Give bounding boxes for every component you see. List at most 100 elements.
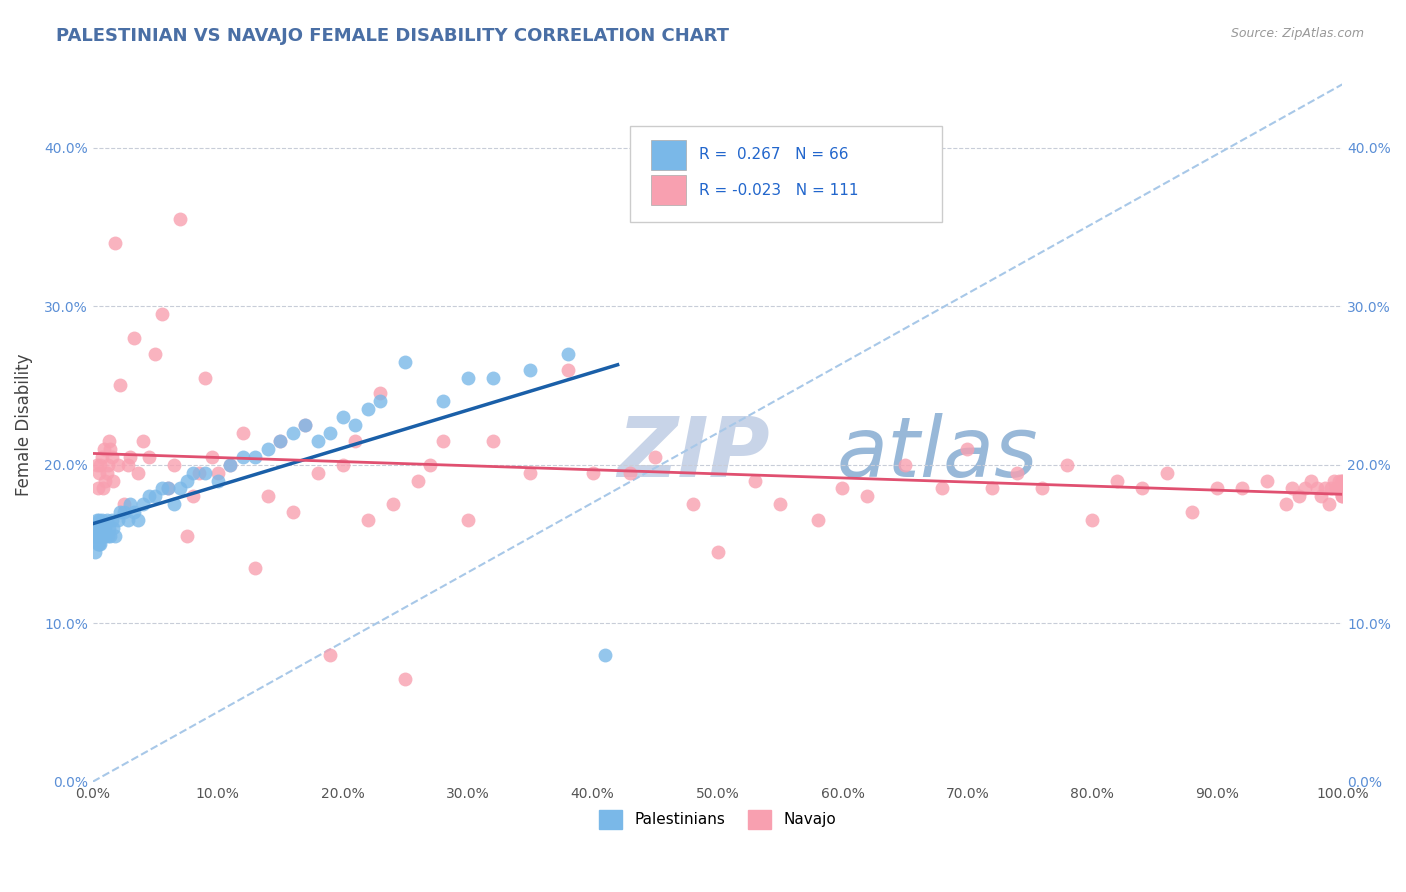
Point bbox=[619, 466, 641, 480]
Point bbox=[357, 402, 380, 417]
Point bbox=[181, 490, 204, 504]
Point bbox=[557, 362, 579, 376]
Point bbox=[1281, 482, 1303, 496]
Point bbox=[406, 474, 429, 488]
Point bbox=[107, 513, 129, 527]
Point bbox=[90, 529, 112, 543]
Point bbox=[1331, 490, 1354, 504]
Point bbox=[91, 529, 114, 543]
Legend: Palestinians, Navajo: Palestinians, Navajo bbox=[593, 804, 842, 835]
Point bbox=[219, 458, 242, 472]
Point bbox=[194, 370, 217, 384]
Point bbox=[90, 450, 112, 464]
Point bbox=[368, 386, 391, 401]
Point bbox=[112, 497, 135, 511]
Point bbox=[981, 482, 1004, 496]
Point bbox=[1326, 482, 1348, 496]
Point bbox=[200, 450, 222, 464]
Point bbox=[394, 672, 416, 686]
Point bbox=[110, 378, 132, 392]
Point bbox=[132, 434, 155, 448]
Point bbox=[219, 458, 242, 472]
Point bbox=[368, 394, 391, 409]
Text: R =  0.267   N = 66: R = 0.267 N = 66 bbox=[699, 147, 848, 162]
Point bbox=[122, 505, 145, 519]
Point bbox=[281, 425, 304, 440]
Point bbox=[1331, 482, 1354, 496]
Point bbox=[294, 418, 316, 433]
Point bbox=[1130, 482, 1153, 496]
Point bbox=[1320, 482, 1343, 496]
Point bbox=[1331, 482, 1354, 496]
Point bbox=[1331, 482, 1354, 496]
Point bbox=[432, 434, 454, 448]
Point bbox=[100, 513, 122, 527]
Bar bbox=[651, 176, 686, 205]
Point bbox=[98, 521, 121, 535]
Point bbox=[381, 497, 404, 511]
Point bbox=[706, 545, 728, 559]
Point bbox=[1331, 474, 1354, 488]
Point bbox=[132, 497, 155, 511]
Point bbox=[87, 529, 110, 543]
Point bbox=[1331, 482, 1354, 496]
Point bbox=[269, 434, 291, 448]
Point bbox=[94, 529, 117, 543]
Point bbox=[1317, 497, 1340, 511]
Point bbox=[107, 458, 129, 472]
Point bbox=[207, 466, 229, 480]
Point bbox=[307, 434, 329, 448]
Point bbox=[181, 466, 204, 480]
Point bbox=[120, 450, 142, 464]
Point bbox=[245, 450, 267, 464]
Point bbox=[856, 490, 879, 504]
Point bbox=[98, 434, 121, 448]
Point bbox=[156, 482, 179, 496]
Point bbox=[89, 458, 111, 472]
Point bbox=[150, 482, 173, 496]
Point bbox=[169, 212, 191, 227]
Point bbox=[332, 458, 354, 472]
Point bbox=[97, 529, 120, 543]
Point bbox=[169, 482, 191, 496]
Point bbox=[1331, 482, 1354, 496]
FancyBboxPatch shape bbox=[630, 126, 942, 222]
Point bbox=[83, 529, 105, 543]
Point bbox=[94, 521, 117, 535]
Point bbox=[86, 529, 108, 543]
Point bbox=[307, 466, 329, 480]
Point bbox=[127, 466, 149, 480]
Point bbox=[1331, 482, 1354, 496]
Point bbox=[1081, 513, 1104, 527]
Point bbox=[188, 466, 211, 480]
Point bbox=[1232, 482, 1254, 496]
Point bbox=[931, 482, 953, 496]
Point bbox=[1322, 474, 1344, 488]
Point bbox=[84, 521, 107, 535]
Text: R = -0.023   N = 111: R = -0.023 N = 111 bbox=[699, 183, 858, 198]
Point bbox=[1324, 482, 1347, 496]
Point bbox=[1256, 474, 1278, 488]
Point bbox=[1327, 474, 1350, 488]
Point bbox=[143, 347, 166, 361]
Point bbox=[581, 466, 603, 480]
Point bbox=[294, 418, 316, 433]
Point bbox=[91, 521, 114, 535]
Point bbox=[1007, 466, 1029, 480]
Point bbox=[104, 235, 127, 250]
Point bbox=[1329, 482, 1351, 496]
Point bbox=[87, 482, 110, 496]
Point bbox=[432, 394, 454, 409]
Point bbox=[1156, 466, 1178, 480]
Point bbox=[281, 505, 304, 519]
Point bbox=[86, 529, 108, 543]
Point bbox=[87, 521, 110, 535]
Point bbox=[256, 490, 278, 504]
Point bbox=[127, 513, 149, 527]
Point bbox=[101, 474, 124, 488]
Bar bbox=[651, 140, 686, 169]
Point bbox=[176, 474, 198, 488]
Point bbox=[1294, 482, 1316, 496]
Point bbox=[98, 529, 121, 543]
Point bbox=[117, 458, 139, 472]
